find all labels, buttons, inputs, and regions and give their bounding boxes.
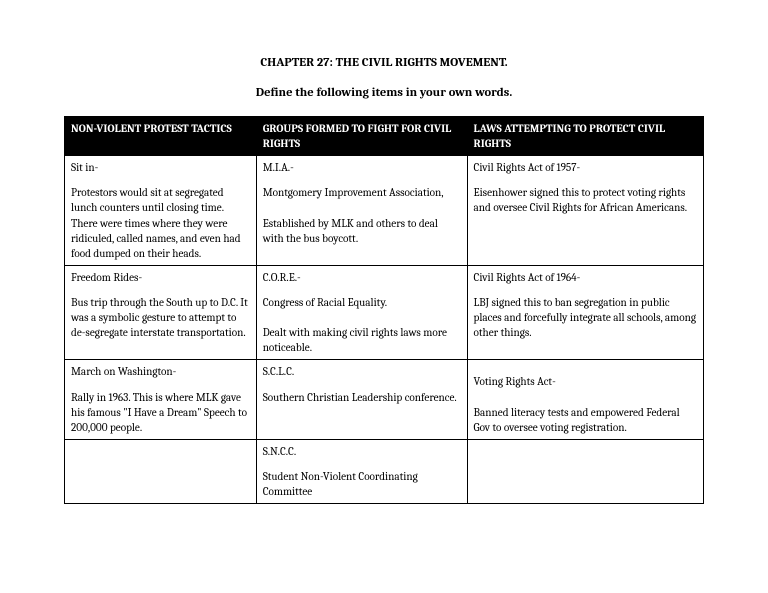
cell-tactics: Freedom Rides- Bus trip through the Sout… bbox=[65, 265, 257, 360]
cell-laws: Civil Rights Act of 1957- Eisenhower sig… bbox=[467, 156, 703, 266]
desc: Bus trip through the South up to D.C. It… bbox=[71, 295, 250, 340]
desc: Student Non-Violent Coordinating Committ… bbox=[263, 469, 461, 499]
table-row: S.N.C.C. Student Non-Violent Coordinatin… bbox=[65, 439, 704, 503]
term: Civil Rights Act of 1957- bbox=[474, 160, 697, 175]
term: Civil Rights Act of 1964- bbox=[474, 270, 697, 285]
subtitle: Define the following items in your own w… bbox=[64, 86, 704, 100]
term: Sit in- bbox=[71, 160, 250, 175]
term: S.N.C.C. bbox=[263, 444, 461, 459]
cell-tactics bbox=[65, 439, 257, 503]
cell-tactics: March on Washington- Rally in 1963. This… bbox=[65, 360, 257, 439]
table-row: March on Washington- Rally in 1963. This… bbox=[65, 360, 704, 439]
cell-laws: Civil Rights Act of 1964- LBJ signed thi… bbox=[467, 265, 703, 360]
cell-tactics: Sit in- Protestors would sit at segregat… bbox=[65, 156, 257, 266]
table-row: Freedom Rides- Bus trip through the Sout… bbox=[65, 265, 704, 360]
cell-groups: S.C.L.C. Southern Christian Leadership c… bbox=[256, 360, 467, 439]
cell-laws bbox=[467, 439, 703, 503]
cell-groups: S.N.C.C. Student Non-Violent Coordinatin… bbox=[256, 439, 467, 503]
term: March on Washington- bbox=[71, 364, 250, 379]
cell-groups: C.O.R.E.- Congress of Racial Equality.De… bbox=[256, 265, 467, 360]
term: C.O.R.E.- bbox=[263, 270, 461, 285]
desc: Voting Rights Act-Banned literacy tests … bbox=[474, 374, 697, 434]
definitions-table: NON-VIOLENT PROTEST TACTICS GROUPS FORME… bbox=[64, 116, 704, 504]
desc: Southern Christian Leadership conference… bbox=[263, 390, 461, 405]
desc: Protestors would sit at segregated lunch… bbox=[71, 185, 250, 261]
header-groups: GROUPS FORMED TO FIGHT FOR CIVIL RIGHTS bbox=[256, 117, 467, 156]
term: M.I.A.- bbox=[263, 160, 461, 175]
table-row: Sit in- Protestors would sit at segregat… bbox=[65, 156, 704, 266]
term: S.C.L.C. bbox=[263, 364, 461, 379]
header-tactics: NON-VIOLENT PROTEST TACTICS bbox=[65, 117, 257, 156]
cell-laws: Voting Rights Act-Banned literacy tests … bbox=[467, 360, 703, 439]
header-laws: LAWS ATTEMPTING TO PROTECT CIVIL RIGHTS bbox=[467, 117, 703, 156]
desc: Montgomery Improvement Association,Estab… bbox=[263, 185, 461, 245]
table-header-row: NON-VIOLENT PROTEST TACTICS GROUPS FORME… bbox=[65, 117, 704, 156]
page: CHAPTER 27: THE CIVIL RIGHTS MOVEMENT. D… bbox=[0, 0, 768, 544]
desc: LBJ signed this to ban segregation in pu… bbox=[474, 295, 697, 340]
chapter-title: CHAPTER 27: THE CIVIL RIGHTS MOVEMENT. bbox=[64, 56, 704, 70]
desc: Eisenhower signed this to protect voting… bbox=[474, 185, 697, 215]
term: Freedom Rides- bbox=[71, 270, 250, 285]
desc: Congress of Racial Equality.Dealt with m… bbox=[263, 295, 461, 355]
desc: Rally in 1963. This is where MLK gave hi… bbox=[71, 390, 250, 435]
cell-groups: M.I.A.- Montgomery Improvement Associati… bbox=[256, 156, 467, 266]
